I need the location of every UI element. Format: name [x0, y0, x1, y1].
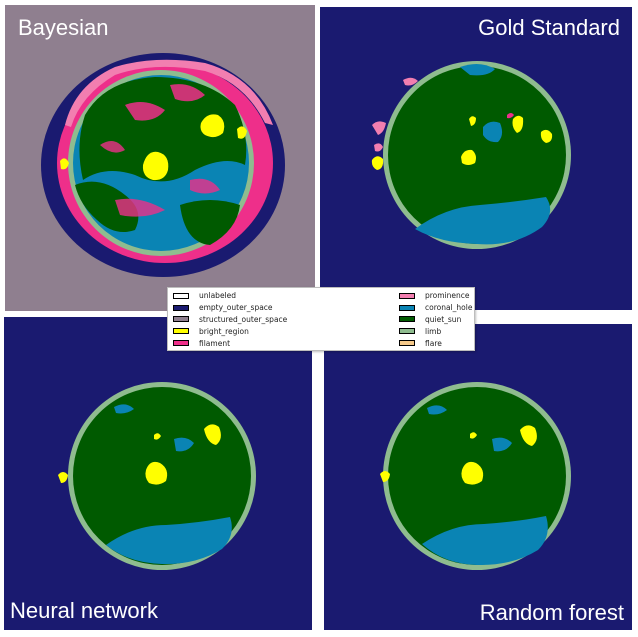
gold-filament-east — [507, 113, 514, 119]
legend-swatch — [399, 316, 415, 323]
gold-bright-region-east — [512, 115, 524, 133]
nn-coronal-hole-center — [174, 437, 194, 452]
nn-bright-region-east — [204, 424, 221, 445]
legend-swatch — [173, 316, 189, 323]
legend-label: structured_outer_space — [199, 314, 288, 324]
legend-swatch — [399, 304, 415, 311]
legend-column-left: unlabeled empty_outer_space structured_out… — [173, 290, 287, 349]
gold-bright-region-north — [469, 116, 476, 126]
gold-bright-region-center — [461, 149, 476, 165]
panel-title-random-forest: Random forest — [479, 600, 624, 625]
legend-swatch — [173, 328, 189, 335]
legend-label: filament — [199, 338, 231, 348]
neural-network-panel: Neural network — [4, 317, 312, 630]
panel-title-bayesian: Bayesian — [18, 15, 109, 40]
legend-swatch — [173, 304, 189, 311]
nn-bright-region-north — [154, 433, 161, 440]
gold-prominence-west — [372, 121, 386, 135]
rf-bright-region-limb — [380, 471, 390, 482]
legend-label: prominence — [425, 291, 470, 301]
gold-coronal-hole-south — [415, 197, 551, 245]
gold-quiet-sun — [388, 66, 566, 244]
bayesian-quiet-sun-west — [75, 181, 139, 233]
nn-bright-region-center — [145, 461, 168, 485]
rf-coronal-hole-north — [427, 405, 447, 415]
legend-label: limb — [425, 326, 442, 336]
legend-swatch — [399, 340, 415, 347]
gold-coronal-hole-center — [483, 121, 503, 143]
panel-title-gold-standard: Gold Standard — [478, 15, 620, 40]
random-forest-panel: Random forest — [324, 324, 632, 630]
bayesian-filament-4 — [190, 178, 220, 194]
rf-bright-region-north — [470, 432, 477, 439]
legend-item-empty-outer-space: empty_outer_space — [173, 302, 287, 314]
legend-swatch — [173, 292, 189, 299]
gold-coronal-hole-north — [460, 63, 495, 76]
bayesian-prominence-arc — [65, 59, 273, 127]
legend-swatch — [399, 328, 415, 335]
gold-bright-region-far-east — [540, 129, 553, 143]
legend-swatch — [173, 340, 189, 347]
bayesian-filament-2 — [170, 84, 205, 102]
legend-swatch — [399, 292, 415, 299]
bayesian-filament-1 — [125, 101, 165, 121]
bayesian-bright-region-limb — [60, 158, 69, 170]
nn-coronal-hole-north — [114, 404, 134, 414]
bayesian-bright-region-east-small — [237, 126, 247, 139]
legend: unlabeled empty_outer_space structured_out… — [167, 287, 475, 351]
bayesian-bright-region-east — [200, 114, 225, 138]
legend-label: unlabeled — [199, 291, 237, 301]
legend-item-unlabeled: unlabeled — [173, 290, 287, 302]
neural-network-segmentation-map — [58, 382, 256, 570]
bayesian-filament-5 — [100, 141, 125, 153]
rf-coronal-hole-south — [422, 516, 548, 566]
gold-standard-segmentation-map — [371, 61, 571, 249]
legend-item-filament: filament — [173, 337, 287, 349]
gold-prominence-northwest — [403, 77, 418, 86]
rf-coronal-hole-center — [492, 437, 512, 452]
legend-item-quiet-sun: quiet_sun — [399, 314, 472, 326]
bayesian-filament-3 — [115, 198, 165, 217]
legend-label: coronal_hole — [425, 303, 473, 313]
random-forest-segmentation-map — [380, 382, 571, 570]
nn-bright-region-limb — [58, 472, 68, 483]
legend-item-structured-outer-space: structured_outer_space — [173, 314, 287, 326]
panel-title-neural-network: Neural network — [10, 598, 158, 623]
legend-label: flare — [425, 338, 442, 348]
legend-label: empty_outer_space — [199, 303, 273, 313]
legend-item-bright-region: bright_region — [173, 325, 287, 337]
legend-label: bright_region — [199, 326, 249, 336]
bayesian-panel: Bayesian — [5, 5, 315, 311]
bayesian-quiet-sun-east — [180, 200, 240, 245]
gold-bright-region-limb — [371, 156, 384, 170]
legend-item-coronal-hole: coronal_hole — [399, 302, 472, 314]
bayesian-quiet-sun-north — [79, 77, 247, 182]
gold-prominence-west-2 — [374, 143, 383, 152]
bayesian-bright-region-center — [142, 151, 169, 181]
legend-item-limb: limb — [399, 325, 472, 337]
nn-coronal-hole-south — [106, 517, 232, 565]
rf-bright-region-east — [520, 425, 537, 446]
bayesian-segmentation-map — [41, 53, 285, 277]
legend-item-flare: flare — [399, 337, 472, 349]
rf-bright-region-center — [461, 461, 484, 485]
gold-standard-panel: Gold Standard — [320, 7, 632, 310]
legend-label: quiet_sun — [425, 314, 462, 324]
legend-item-prominence: prominence — [399, 290, 472, 302]
